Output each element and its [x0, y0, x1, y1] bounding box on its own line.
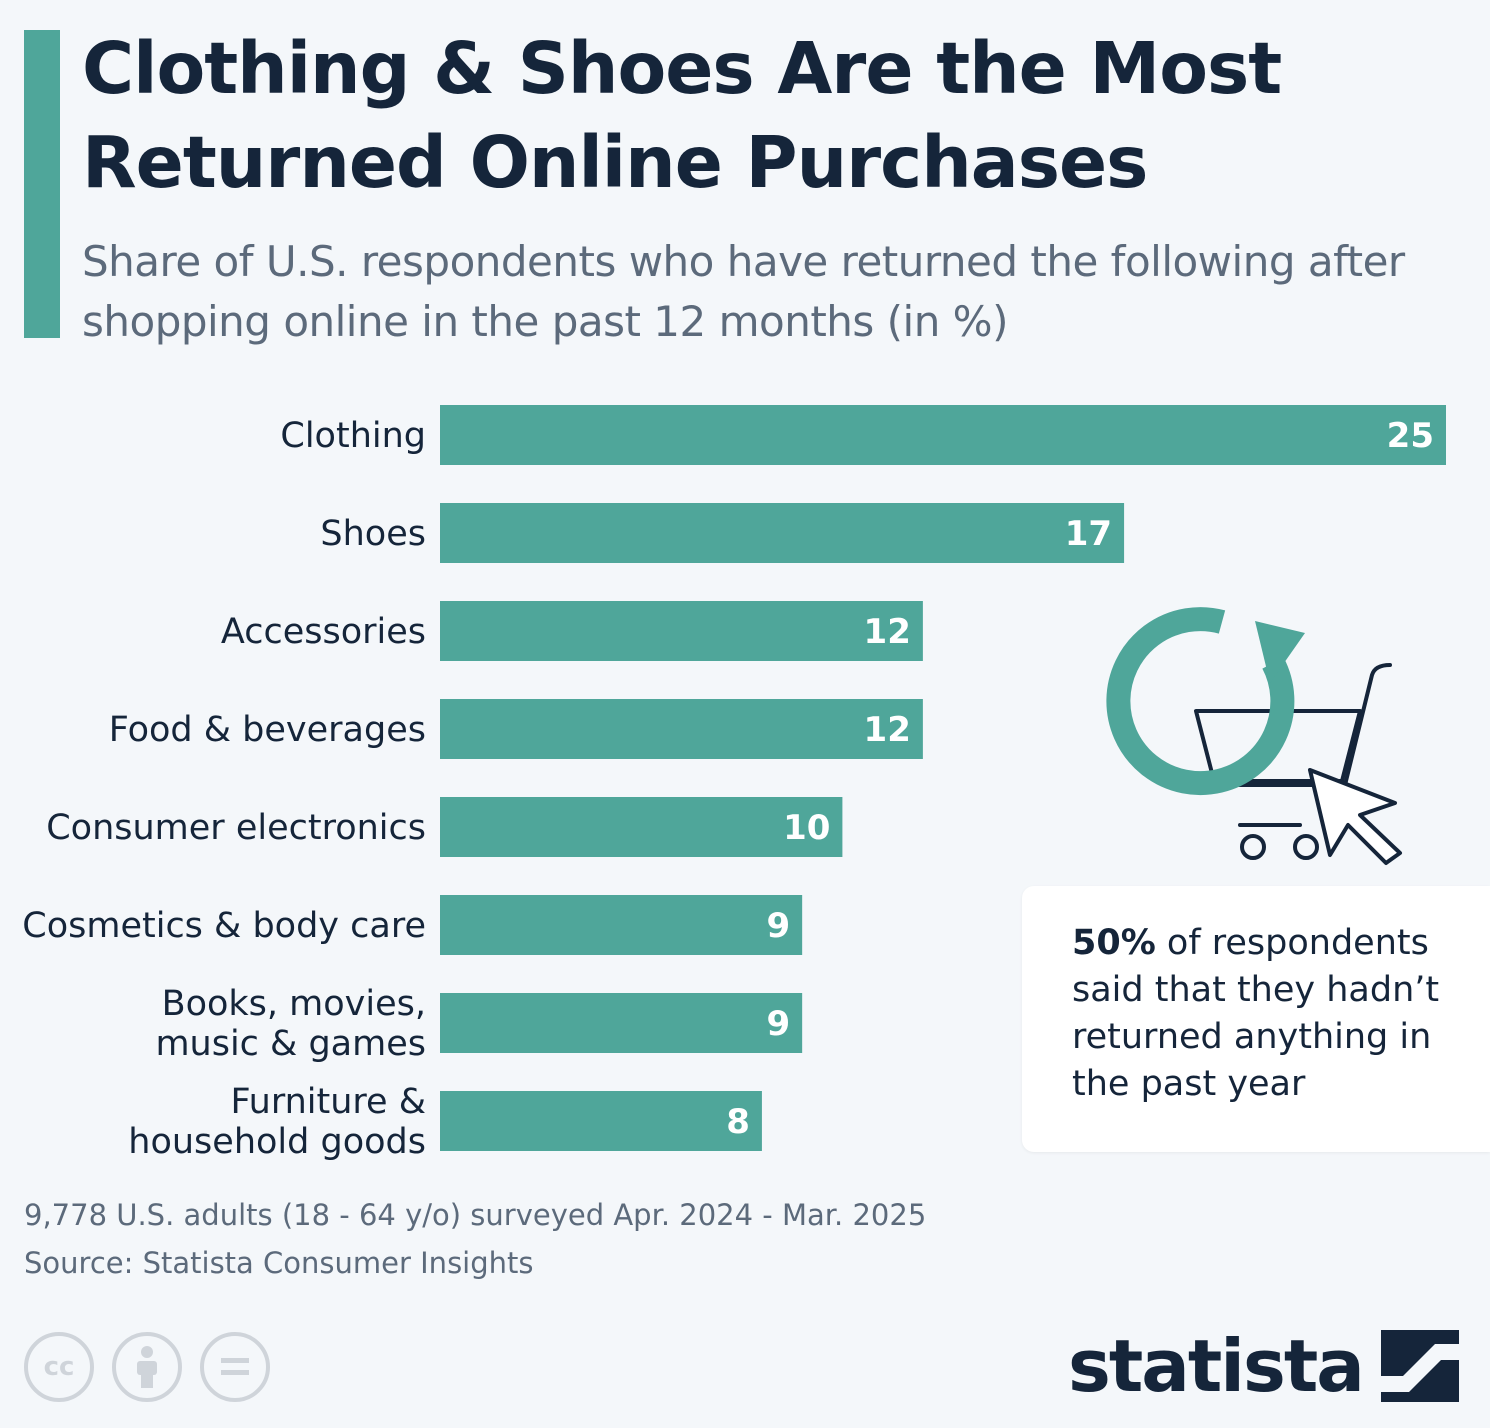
category-label: Accessories [221, 612, 426, 652]
bar-value-label: 25 [1387, 416, 1434, 456]
category-label: Consumer electronics [46, 808, 426, 848]
bar-1 [440, 503, 1125, 563]
callout-text: of respondents said that they hadn’t ret… [1072, 923, 1440, 1104]
no-derivatives-icon[interactable] [200, 1332, 270, 1402]
attribution-icon[interactable] [112, 1332, 182, 1402]
category-label: Shoes [320, 514, 426, 554]
license-icons: cc [24, 1332, 270, 1402]
statista-logo-icon [1380, 1330, 1459, 1402]
chart-subtitle: Share of U.S. respondents who have retur… [82, 237, 1405, 346]
bar-7 [440, 1091, 762, 1151]
bar-2 [440, 601, 923, 661]
logo-wordmark: statista [1068, 1324, 1365, 1408]
callout-box: 50% of respondents said that they hadn’t… [1022, 886, 1490, 1152]
bar-chart: 25 Clothing 17 Shoes 12 Accessories 12 Food & b… [22, 405, 1446, 1162]
bar-5 [440, 895, 803, 955]
bar-value-label: 9 [766, 906, 790, 946]
person-glyph [137, 1346, 157, 1388]
bar-0 [440, 405, 1446, 465]
cc-icon[interactable]: cc [24, 1332, 94, 1402]
category-label: Furniture & household goods [128, 1082, 426, 1162]
category-label: Books, movies, music & games [155, 984, 426, 1064]
title-accent-bar [24, 30, 60, 338]
category-label: Clothing [280, 416, 426, 456]
source-note: Source: Statista Consumer Insights [24, 1246, 534, 1280]
cc-icon-label: cc [43, 1352, 75, 1382]
bar-6 [440, 993, 803, 1053]
bar-value-label: 10 [783, 808, 830, 848]
bar-3 [440, 699, 923, 759]
category-label: Food & beverages [109, 710, 426, 750]
bar-value-label: 9 [766, 1004, 790, 1044]
survey-note: 9,778 U.S. adults (18 - 64 y/o) surveyed… [24, 1198, 927, 1232]
statista-logo[interactable]: statista [1068, 1324, 1459, 1408]
bar-value-label: 12 [864, 710, 911, 750]
callout-highlight: 50% [1072, 923, 1156, 963]
bar-value-label: 8 [726, 1102, 750, 1142]
chart-title: Clothing & Shoes Are the Most Returned O… [82, 27, 1282, 204]
return-shopping-cart-icon [1106, 607, 1402, 865]
bar-value-label: 12 [864, 612, 911, 652]
bar-value-label: 17 [1065, 514, 1112, 554]
equals-glyph [221, 1358, 249, 1375]
category-label: Cosmetics & body care [22, 906, 426, 946]
bar-4 [440, 797, 843, 857]
